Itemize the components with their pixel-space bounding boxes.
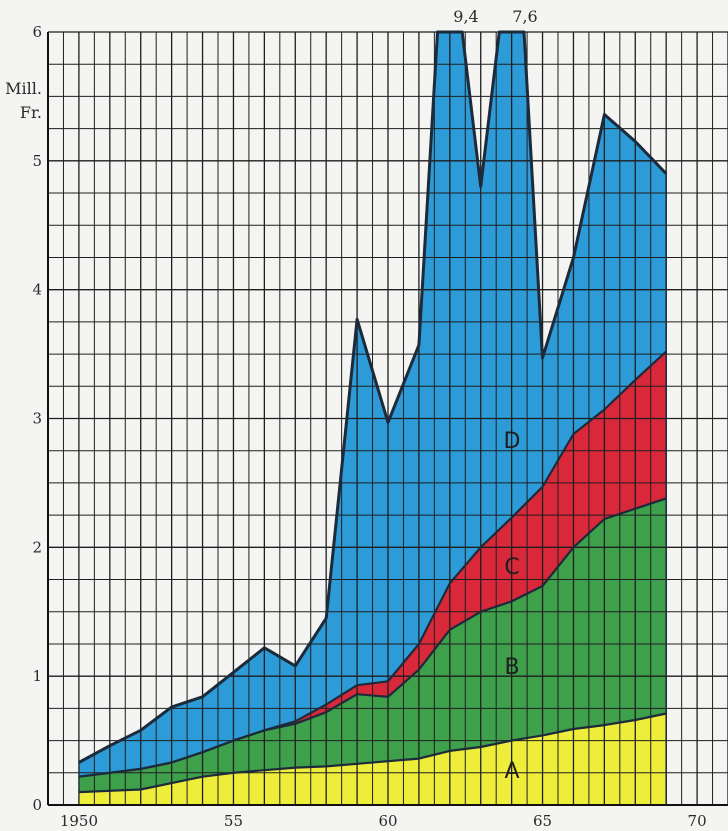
area-series-b [78, 498, 667, 805]
outline-series-a [78, 712, 667, 794]
band-label-c: C [504, 555, 519, 580]
y-tick-label-1: 1 [32, 667, 42, 685]
y-tick-label-6: 6 [32, 23, 42, 41]
clipped-value-label-1962: 9,4 [453, 7, 478, 26]
y-tick-label-4: 4 [32, 281, 42, 299]
band-label-a: A [504, 759, 519, 784]
x-tick-label-1950: 1950 [60, 812, 98, 830]
series-outlines [78, 30, 668, 805]
y-axis-tick-labels: 0 1 2 3 4 5 6 [32, 23, 42, 814]
clipped-value-label-1964: 7,6 [512, 7, 537, 26]
y-tick-label-3: 3 [32, 410, 42, 428]
y-tick-label-5: 5 [32, 152, 42, 170]
area-series-a [78, 713, 667, 805]
x-tick-label-70: 70 [688, 812, 707, 830]
x-tick-label-60: 60 [378, 812, 397, 830]
y-tick-label-0: 0 [32, 796, 42, 814]
y-axis-unit-label: Mill. Fr. [5, 79, 42, 122]
x-tick-label-65: 65 [533, 812, 552, 830]
band-label-b: B [504, 655, 519, 680]
clipped-value-labels: 9,4 7,6 [453, 7, 537, 26]
grid-lines [47, 31, 728, 806]
y-axis-unit-line-1: Mill. [5, 79, 42, 98]
x-tick-label-55: 55 [224, 812, 243, 830]
outline-series-d [78, 30, 668, 764]
band-labels: A B C D [504, 429, 521, 784]
band-label-d: D [504, 429, 521, 454]
y-axis-unit-line-2: Fr. [20, 103, 42, 122]
outline-series-c [78, 350, 667, 778]
x-axis-tick-labels: 1950 55 60 65 70 [60, 812, 707, 830]
y-tick-label-2: 2 [32, 538, 42, 556]
